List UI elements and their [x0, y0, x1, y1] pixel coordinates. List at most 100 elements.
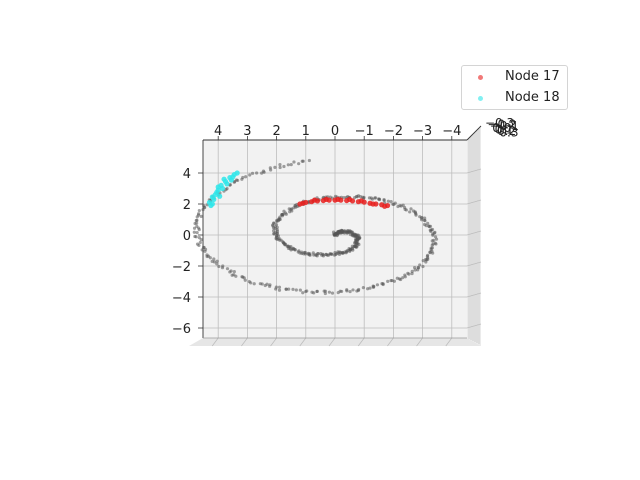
- spiral-point: [403, 275, 407, 279]
- spiral-point: [228, 270, 232, 274]
- spiral-point: [278, 165, 282, 170]
- spiral-point: [382, 198, 386, 203]
- spiral-point: [244, 175, 248, 179]
- spiral-point: [278, 215, 282, 219]
- floor-grid-line: [387, 337, 394, 347]
- spiral-point: [340, 289, 344, 294]
- spiral-point: [395, 276, 399, 280]
- spiral-point: [434, 237, 439, 241]
- spiral-point: [268, 166, 272, 170]
- node-18-point: [206, 199, 213, 206]
- spiral-point: [424, 223, 428, 228]
- spiral-point: [408, 210, 412, 214]
- node-17-point: [347, 196, 353, 202]
- side-grid-line: [466, 230, 482, 236]
- spiral-point: [332, 253, 337, 257]
- spiral-point: [284, 287, 288, 291]
- z-axis-ticks: −0.3−0.2−0.10.00.10.20.3: [485, 116, 519, 140]
- spiral-point: [293, 248, 297, 252]
- spiral-point: [296, 250, 300, 254]
- spiral-point: [273, 165, 277, 169]
- spiral-point: [330, 291, 335, 295]
- node-18-point: [224, 181, 230, 187]
- spiral-point: [430, 239, 434, 243]
- floor-grid-line: [299, 337, 307, 347]
- spiral-point: [391, 202, 395, 206]
- spiral-point: [272, 221, 276, 225]
- spiral-point: [197, 236, 201, 240]
- spiral-point: [418, 263, 422, 267]
- legend-label-node-17: Node 17: [505, 69, 560, 84]
- x-axis-ticks: 4 3 2 1 0 −1 −2 −3 −4: [214, 124, 461, 140]
- side-grid-line: [466, 292, 482, 298]
- spiral-point: [386, 199, 390, 203]
- side-grid-line: [466, 168, 482, 174]
- spiral-point: [292, 160, 296, 164]
- spiral-point: [277, 285, 282, 289]
- spiral-point: [291, 287, 295, 291]
- side-pane: [467, 126, 481, 346]
- spiral-point: [247, 279, 251, 284]
- legend-marker-node-18: [478, 96, 483, 101]
- node-17-point: [300, 200, 306, 206]
- node-17-points: [297, 196, 391, 209]
- spiral-point: [431, 233, 435, 237]
- spiral-point: [278, 163, 282, 167]
- spiral-point: [261, 169, 266, 173]
- y-axis-ticks: 4 2 0 −2 −4 −6: [172, 167, 203, 337]
- spiral-point: [286, 163, 290, 167]
- spiral-point: [399, 277, 403, 282]
- spiral-point: [409, 207, 413, 211]
- spiral-point: [426, 221, 430, 225]
- spiral-point: [289, 207, 293, 212]
- node-18-point: [217, 193, 223, 199]
- spiral-point: [274, 234, 279, 238]
- spiral-point: [236, 178, 240, 183]
- spiral-point: [271, 224, 275, 228]
- spiral-point: [421, 259, 425, 263]
- legend-item-node-18: Node 18: [462, 89, 567, 109]
- z-tick-label: 0.1: [495, 122, 514, 136]
- spiral-point: [323, 291, 327, 296]
- spiral-point: [282, 164, 286, 169]
- spiral-point: [368, 286, 372, 290]
- floor-grid-line: [328, 337, 336, 347]
- spiral-point: [225, 187, 229, 191]
- spiral-point: [342, 195, 346, 200]
- spiral-point: [192, 226, 197, 230]
- spiral-point: [306, 251, 310, 255]
- floor-grid-line: [241, 337, 248, 347]
- spiral-point: [225, 267, 230, 271]
- spiral-point: [258, 282, 262, 286]
- spiral-point: [356, 194, 361, 198]
- z-tick-label: 0.3: [499, 126, 518, 140]
- side-grid-line: [466, 323, 482, 329]
- spiral-point: [221, 264, 225, 268]
- z-tick-label: −0.3: [485, 116, 514, 130]
- spiral-point: [195, 242, 200, 246]
- spiral-point: [348, 289, 352, 294]
- spiral-point: [300, 250, 304, 254]
- spiral-point: [325, 253, 330, 257]
- node-18-points: [206, 170, 240, 209]
- floor-grid-line: [416, 337, 423, 347]
- spiral-point: [396, 204, 400, 209]
- x-tick-label: 3: [243, 124, 251, 139]
- spiral-point: [348, 248, 353, 252]
- spiral-point: [404, 208, 408, 212]
- node-17-point: [311, 197, 318, 203]
- spiral-point: [362, 195, 366, 200]
- spiral-point: [424, 257, 428, 262]
- spiral-point: [413, 265, 417, 270]
- legend-item-node-17: Node 17: [462, 68, 567, 88]
- spiral-point: [241, 175, 245, 180]
- side-grid-line: [466, 261, 482, 267]
- spiral-point: [199, 214, 203, 218]
- z-tick-label: 0.2: [497, 124, 516, 138]
- spiral-point: [263, 283, 267, 288]
- spiral-point: [322, 289, 326, 293]
- spiral-point: [280, 213, 284, 217]
- spiral-point: [195, 231, 199, 235]
- spiral-point: [197, 212, 201, 216]
